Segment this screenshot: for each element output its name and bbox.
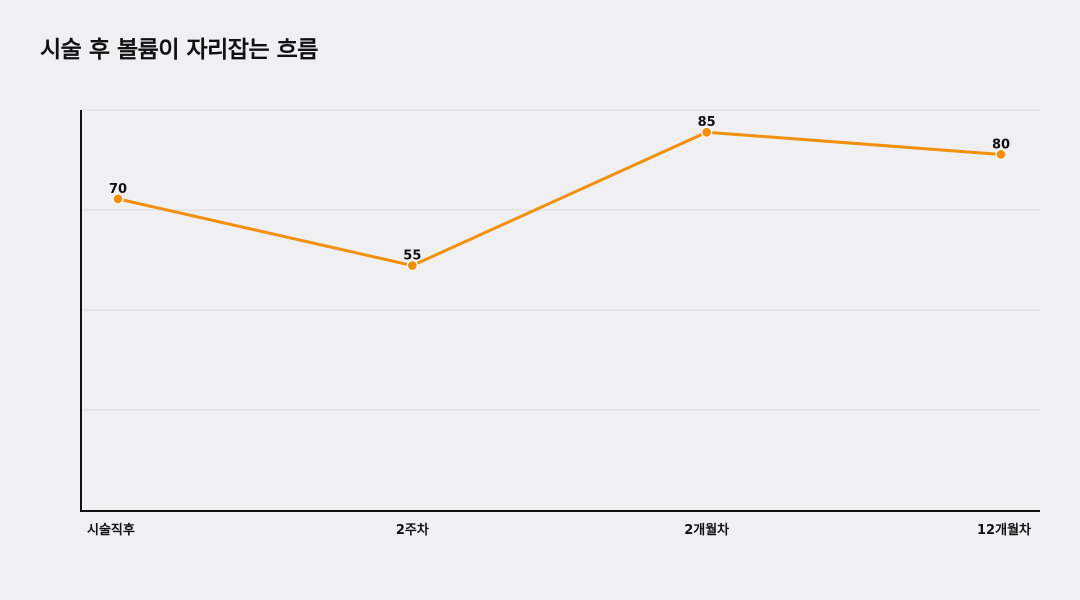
data-point xyxy=(995,148,1007,161)
gridlines xyxy=(81,109,1040,411)
data-point xyxy=(406,259,418,272)
data-label: 80 xyxy=(992,137,1010,152)
data-label: 55 xyxy=(403,249,421,264)
chart-title: 시술 후 볼륨이 자리잡는 흐름 xyxy=(40,37,318,63)
labels: 시술직후 2주차 2개월차 12개월차 70 55 85 80 xyxy=(87,115,1031,538)
data-label: 70 xyxy=(109,182,127,197)
x-tick-label: 시술직후 xyxy=(87,522,135,538)
x-tick-label: 2개월차 xyxy=(684,522,729,538)
data-point xyxy=(112,193,124,205)
series xyxy=(112,126,1007,272)
axes xyxy=(80,110,1040,512)
data-point xyxy=(701,126,713,138)
data-label: 85 xyxy=(698,115,716,130)
x-tick-label: 12개월차 xyxy=(977,522,1031,538)
x-tick-label: 2주차 xyxy=(396,522,429,538)
series-line xyxy=(116,130,1003,268)
